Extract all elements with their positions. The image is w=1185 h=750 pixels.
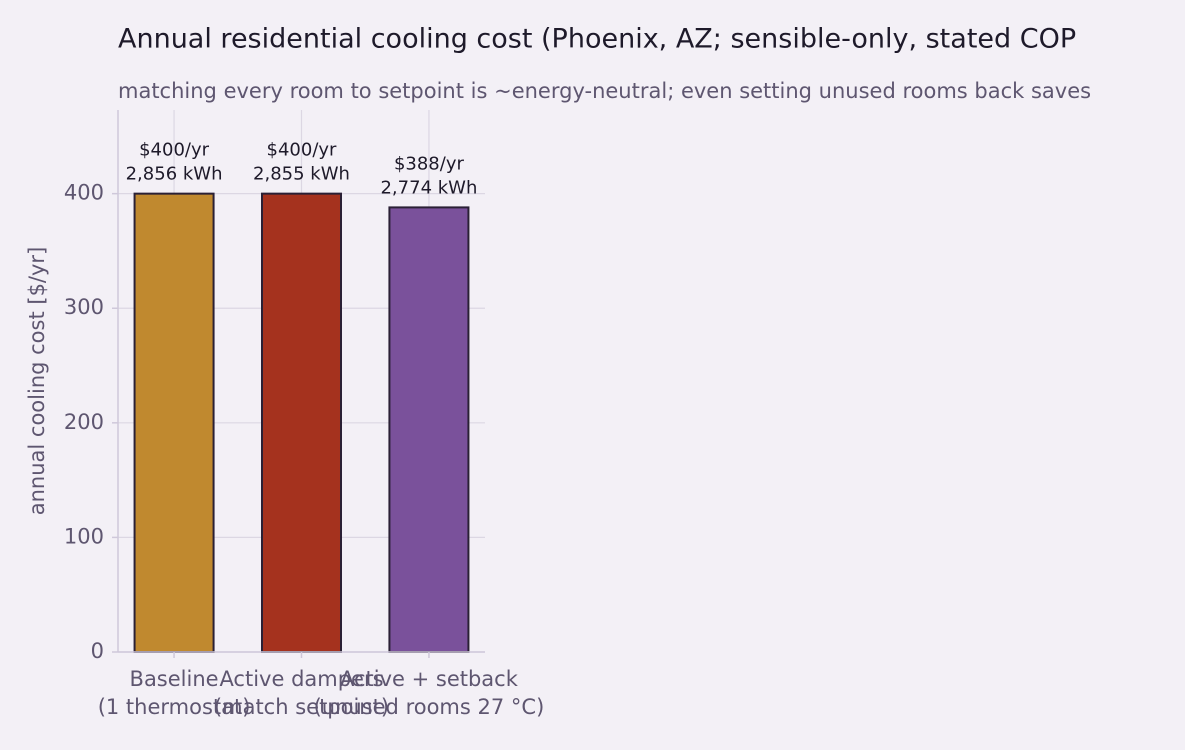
y-tick-label: 300 <box>64 295 104 319</box>
energy-label: 2,855 kWh <box>253 164 350 185</box>
chart-subtitle: matching every room to setpoint is ~ener… <box>118 79 1091 103</box>
y-tick-label: 100 <box>64 524 104 548</box>
x-tick-label: Baseline <box>130 667 219 691</box>
value-label: $400/yr <box>267 140 338 161</box>
value-label: $388/yr <box>394 153 465 174</box>
bar <box>388 206 470 654</box>
bar <box>260 192 343 653</box>
y-axis-label: annual cooling cost [$/yr] <box>25 247 49 516</box>
x-tick-label: (unused rooms 27 °C) <box>314 695 545 719</box>
chart-title: Annual residential cooling cost (Phoenix… <box>118 24 1076 55</box>
x-tick-label: (1 thermostat) <box>98 695 251 719</box>
x-tick-label: Active dampers <box>219 667 383 691</box>
y-tick-label: 0 <box>91 639 104 663</box>
value-label: $400/yr <box>139 140 210 161</box>
bar <box>133 192 215 653</box>
y-tick-label: 400 <box>64 181 104 205</box>
energy-label: 2,856 kWh <box>126 164 223 185</box>
bars <box>133 192 470 654</box>
x-tick-label: Active + setback <box>340 667 519 691</box>
energy-label: 2,774 kWh <box>380 177 477 198</box>
x-tick-label: (match setpoint) <box>214 695 389 719</box>
y-tick-label: 200 <box>64 410 104 434</box>
